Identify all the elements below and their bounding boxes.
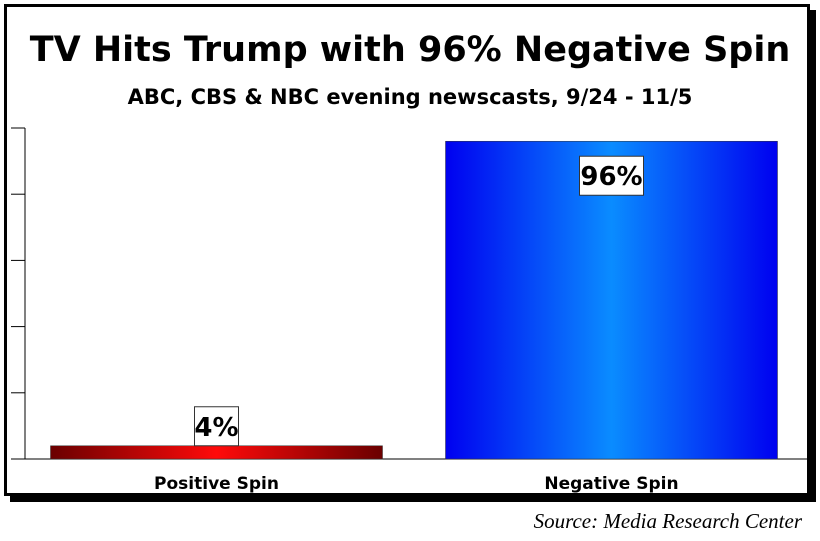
data-label: 4% bbox=[194, 413, 238, 443]
chart-title: TV Hits Trump with 96% Negative Spin bbox=[29, 30, 791, 70]
source-note: Source: Media Research Center bbox=[533, 509, 802, 533]
data-label-box bbox=[579, 155, 644, 196]
data-label: 96% bbox=[580, 162, 642, 192]
chart-subtitle: ABC, CBS & NBC evening newscasts, 9/24 -… bbox=[127, 85, 693, 109]
category-label: Negative Spin bbox=[544, 474, 678, 494]
data-label-box bbox=[194, 406, 239, 447]
bar-positive-spin bbox=[50, 445, 383, 460]
category-label: Positive Spin bbox=[154, 474, 279, 494]
